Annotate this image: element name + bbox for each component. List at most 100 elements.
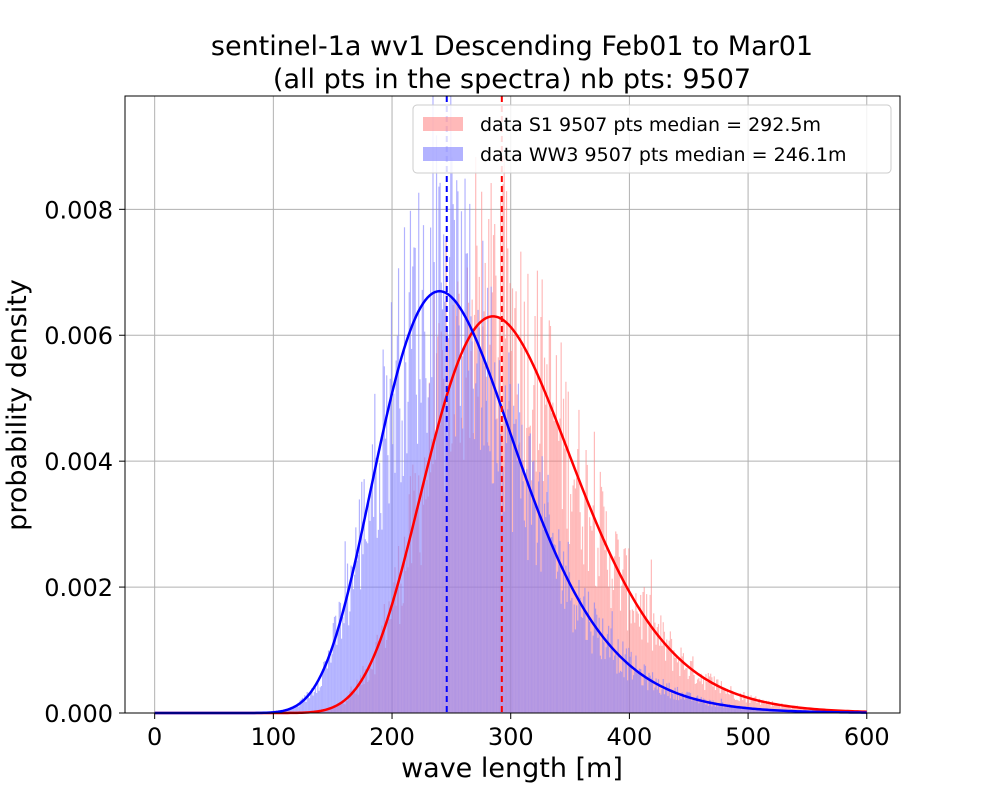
histogram-bar: [691, 661, 693, 713]
histogram-bar: [317, 682, 319, 713]
histogram-bar: [505, 443, 508, 713]
histogram-bar: [666, 683, 668, 713]
histogram-bar: [557, 571, 559, 713]
histogram-bar: [751, 698, 753, 713]
histogram-bar: [619, 670, 622, 713]
histogram-bar: [758, 709, 760, 713]
histogram-bar: [603, 642, 605, 713]
histogram-bar: [712, 700, 714, 713]
histogram-bar: [647, 690, 649, 713]
histogram-bar: [657, 679, 660, 713]
histogram-bar: [339, 602, 342, 713]
histogram-bar: [725, 693, 727, 713]
histogram-bar: [559, 541, 561, 713]
histogram-bar: [592, 635, 594, 713]
histogram-bar: [781, 711, 783, 713]
histogram-bar: [651, 672, 654, 713]
histogram-bar: [381, 529, 383, 713]
histogram-bar: [291, 707, 293, 713]
histogram-bar: [668, 682, 670, 713]
histogram-bar: [348, 625, 350, 713]
histogram-bar: [592, 505, 594, 713]
histogram-bar: [641, 639, 643, 713]
histogram-bar: [329, 655, 331, 713]
histogram-bar: [676, 686, 679, 713]
histogram-bar: [327, 650, 330, 713]
histogram-bar: [745, 709, 747, 713]
histogram-bar: [681, 656, 683, 713]
histogram-bar: [616, 673, 618, 713]
histogram-bar: [720, 681, 722, 713]
legend-swatch-ww3: [423, 147, 463, 161]
y-tick-label: 0.000: [44, 700, 113, 728]
y-tick-label: 0.004: [44, 448, 113, 476]
histogram-bar: [532, 461, 534, 713]
histogram-bar: [320, 685, 323, 713]
histogram-bar: [764, 709, 766, 713]
histogram-bar: [660, 615, 662, 713]
histogram-bar: [477, 309, 479, 713]
histogram-bar: [724, 704, 726, 713]
histogram-bar: [787, 705, 789, 713]
histogram-bar: [454, 436, 457, 713]
histogram-bar: [386, 375, 388, 713]
histogram-bar: [702, 698, 705, 713]
histogram-bar: [650, 559, 652, 713]
histogram-bar: [616, 533, 618, 713]
histogram-bar: [566, 601, 568, 713]
histogram-bar: [624, 654, 626, 713]
histogram-bar: [414, 247, 416, 713]
histogram-bar: [498, 360, 501, 713]
histogram-bar: [615, 531, 617, 713]
histogram-bar: [802, 706, 804, 713]
histogram-bar: [675, 699, 677, 713]
histogram-bar: [775, 704, 777, 713]
histogram-bar: [678, 700, 680, 713]
histogram-bar: [640, 594, 642, 713]
histogram-bar: [609, 657, 611, 713]
histogram-bar: [551, 537, 553, 713]
histogram-bar: [522, 481, 524, 713]
histogram-bar: [723, 707, 725, 713]
histogram-bar: [434, 434, 436, 713]
histogram-bar: [483, 445, 485, 713]
histogram-bar: [443, 234, 445, 713]
histogram-bar: [396, 335, 398, 713]
y-axis-label: probability density: [2, 279, 33, 531]
histogram-bar: [655, 678, 657, 713]
histogram-bar: [405, 362, 407, 713]
histogram-bar: [342, 616, 344, 713]
histogram-bar: [523, 520, 525, 713]
histogram-bar: [650, 678, 652, 713]
histogram-bar: [364, 539, 366, 713]
histogram-bar: [751, 708, 753, 713]
histogram-bar: [656, 627, 658, 713]
x-tick-label: 600: [844, 723, 890, 751]
histogram-bar: [727, 707, 730, 713]
histogram-bar: [717, 679, 719, 713]
histogram-bar: [555, 578, 558, 713]
histogram-bar: [667, 695, 669, 713]
histogram-bar: [726, 706, 728, 713]
histogram-bar: [700, 696, 702, 713]
histogram-bar: [663, 631, 666, 713]
histogram-bar: [387, 455, 389, 713]
histogram-bar: [370, 483, 372, 713]
histogram-bar: [786, 705, 788, 713]
histogram-bar: [617, 539, 619, 713]
histogram-bar: [349, 611, 351, 713]
histogram-bar: [332, 623, 334, 713]
histogram-bar: [758, 698, 760, 713]
histogram-bar: [444, 301, 446, 713]
histogram-bar: [504, 385, 506, 713]
histogram-bar: [649, 675, 651, 713]
histogram-bar: [773, 710, 775, 713]
histogram-bar: [730, 686, 732, 713]
histogram-bar: [418, 192, 420, 713]
histogram-bar: [476, 363, 478, 713]
histogram-bar: [285, 710, 287, 713]
histogram-bar: [625, 648, 628, 713]
histogram-bar: [619, 610, 622, 713]
histogram-bar: [716, 704, 718, 713]
histogram-bar: [763, 701, 765, 713]
